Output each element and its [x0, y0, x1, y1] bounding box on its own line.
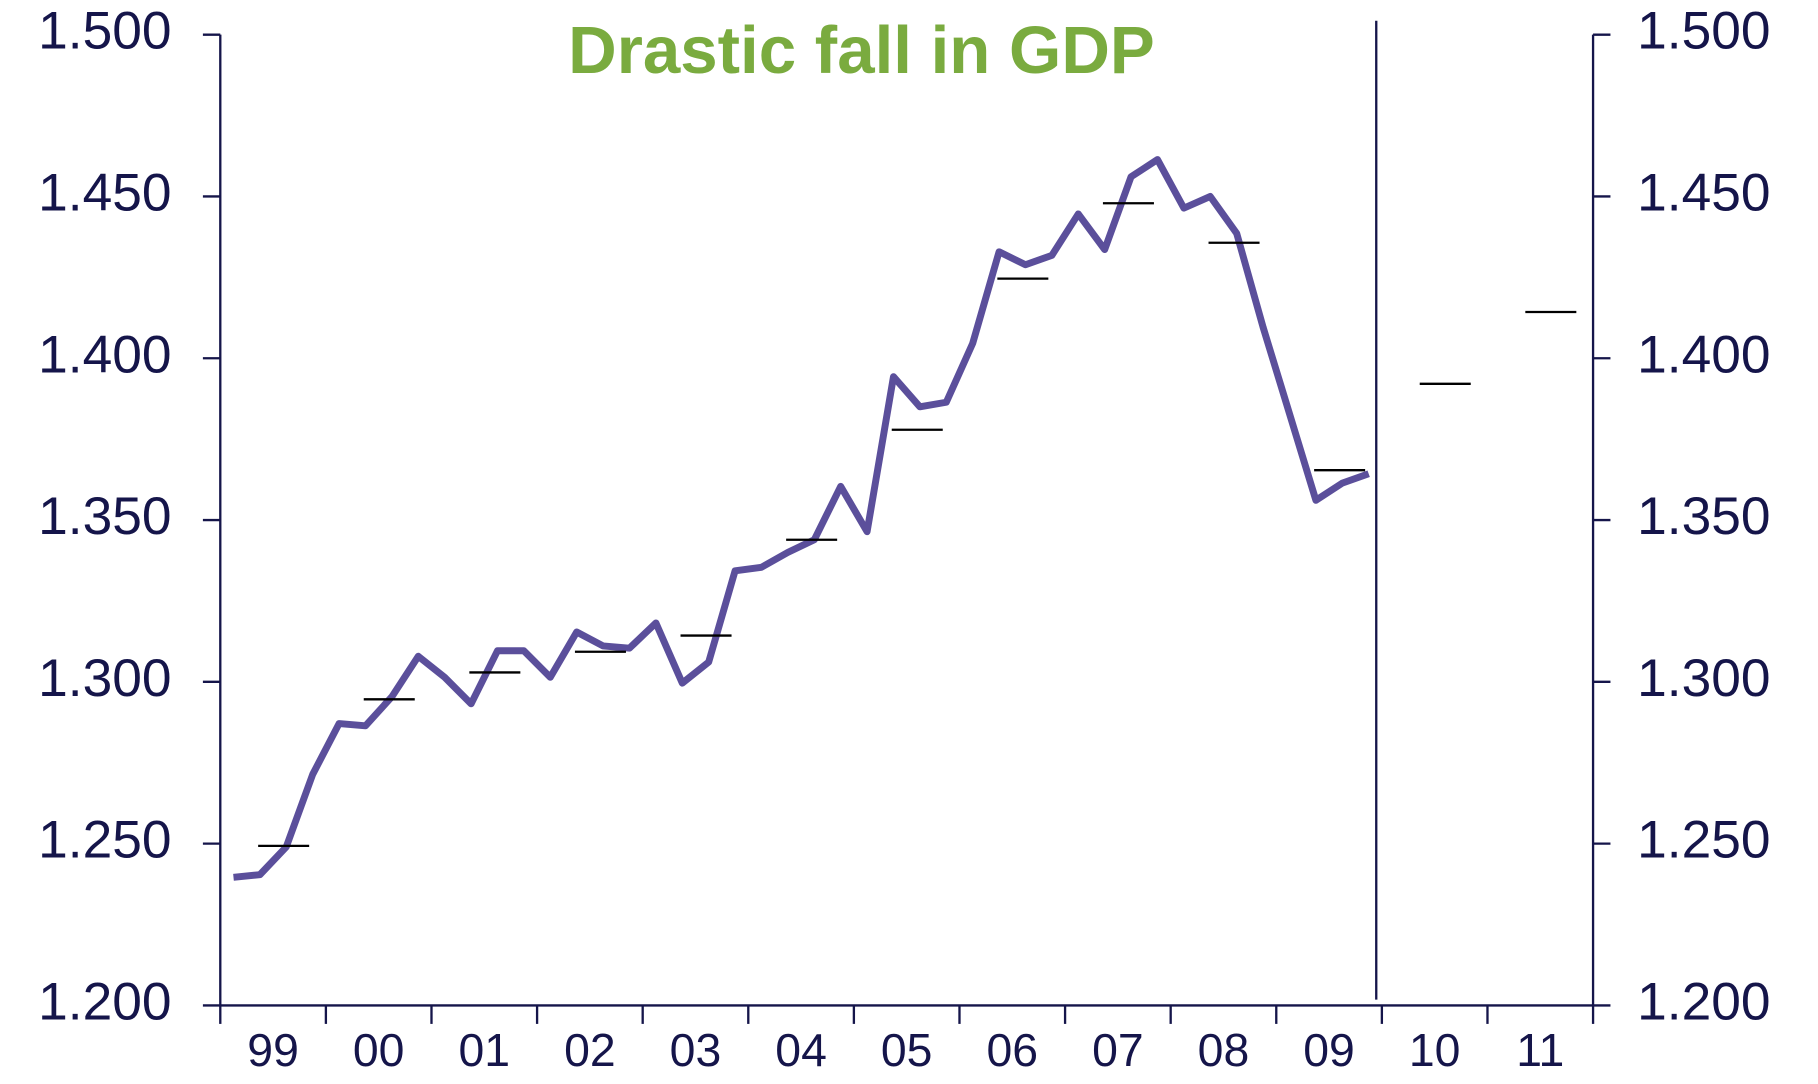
y-tick-label: 1.500 [38, 2, 171, 61]
x-tick-label: 07 [1092, 1024, 1144, 1076]
x-tick-label: 10 [1409, 1024, 1461, 1076]
y-tick-label: 1.300 [38, 649, 171, 708]
y2-tick-label: 1.250 [1637, 811, 1770, 870]
x-tick-label: 99 [247, 1024, 299, 1076]
y2-tick-label: 1.450 [1637, 164, 1770, 223]
y2-tick-label: 1.200 [1637, 973, 1770, 1032]
y2-tick-label: 1.500 [1637, 2, 1770, 61]
quarterly-line [233, 156, 1370, 881]
x-tick-label: 09 [1303, 1024, 1355, 1076]
x-tick-label: 01 [458, 1024, 510, 1076]
x-tick-label: 05 [881, 1024, 933, 1076]
y-tick-label: 1.450 [38, 164, 171, 223]
x-tick-label: 02 [564, 1024, 616, 1076]
x-tick-label: 00 [353, 1024, 405, 1076]
y2-tick-label: 1.350 [1637, 487, 1770, 546]
chart-title: Drastic fall in GDP [568, 13, 1155, 88]
y-tick-label: 1.200 [38, 973, 171, 1032]
y2-tick-label: 1.300 [1637, 649, 1770, 708]
y-tick-label: 1.400 [38, 325, 171, 384]
y2-tick-label: 1.400 [1637, 325, 1770, 384]
x-tick-label: 06 [986, 1024, 1038, 1076]
y-tick-label: 1.350 [38, 487, 171, 546]
y-tick-label: 1.250 [38, 811, 171, 870]
x-tick-label: 03 [670, 1024, 722, 1076]
x-tick-label: 04 [775, 1024, 827, 1076]
x-tick-label: 08 [1198, 1024, 1250, 1076]
x-tick-label: 11 [1516, 1024, 1564, 1076]
